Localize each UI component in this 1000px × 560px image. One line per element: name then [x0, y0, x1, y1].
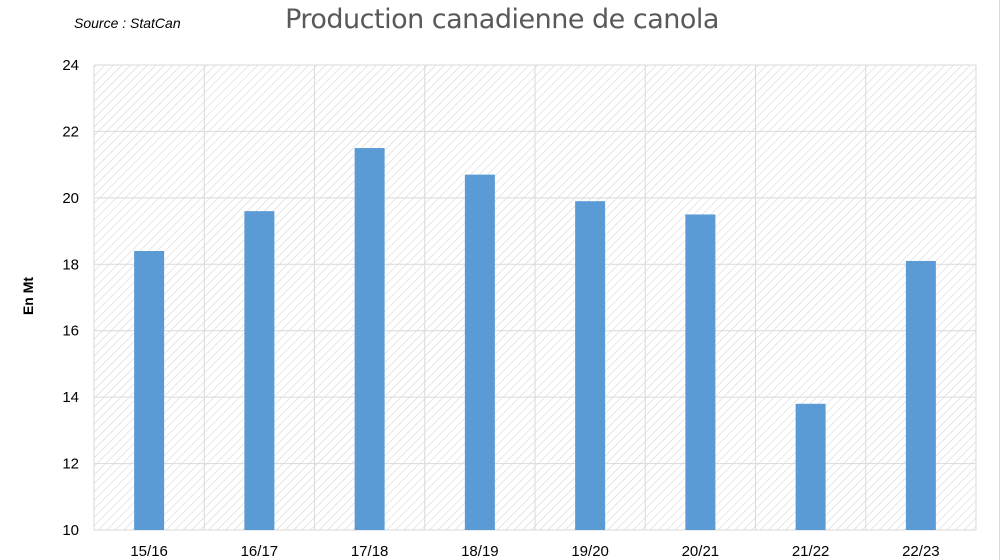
bar-20-21	[685, 214, 716, 530]
bar-21-22	[795, 403, 826, 530]
gridlines	[93, 64, 977, 531]
x-tick-label: 19/20	[571, 543, 609, 560]
y-tick-label: 20	[62, 190, 79, 207]
bar-18-19	[464, 174, 495, 530]
bars	[134, 148, 936, 531]
y-tick-label: 18	[62, 256, 79, 273]
y-tick-label: 12	[62, 456, 79, 473]
bar-16-17	[244, 211, 275, 530]
chart-title: Production canadienne de canola	[285, 4, 719, 35]
chart-source: Source : StatCan	[74, 15, 181, 31]
x-tick-label: 22/23	[902, 543, 940, 560]
x-tick-label: 18/19	[461, 543, 499, 560]
bar-22-23	[905, 260, 936, 530]
y-tick-label: 22	[62, 123, 79, 140]
x-tick-label: 15/16	[130, 543, 168, 560]
y-tick-label: 24	[62, 57, 79, 74]
y-tick-label: 10	[62, 522, 79, 539]
y-tick-label: 16	[62, 323, 79, 340]
bar-15-16	[134, 251, 165, 530]
bar-19-20	[575, 201, 606, 530]
x-tick-label: 21/22	[792, 543, 830, 560]
x-tick-label: 17/18	[351, 543, 389, 560]
x-tick-label: 16/17	[241, 543, 279, 560]
y-tick-labels: 10 12 14 16 18 20 22 24	[62, 57, 79, 539]
bar-17-18	[354, 148, 385, 531]
x-tick-labels: 15/16 16/17 17/18 18/19 19/20 20/21 21/22 22/23	[130, 543, 939, 560]
y-tick-label: 14	[62, 389, 79, 406]
x-tick-label: 20/21	[682, 543, 720, 560]
